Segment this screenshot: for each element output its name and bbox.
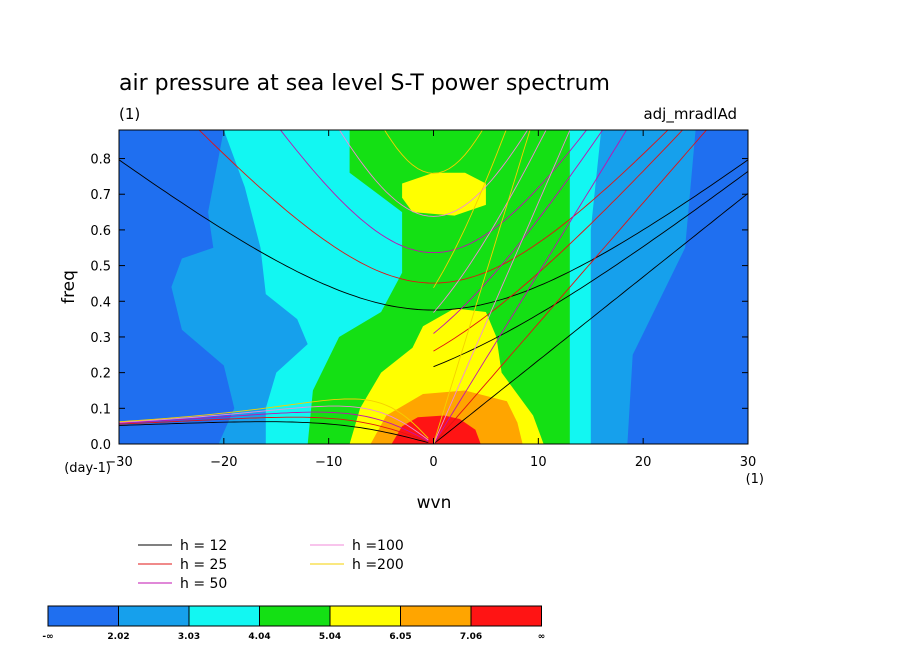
legend-label-h100: h =100 [352,538,404,554]
colorbar-swatch-6 [470,605,542,627]
x-tick-label: 30 [740,455,757,470]
dispersion-curve-h25-kelvin [433,130,708,444]
run-label: adj_mradlAd [643,105,737,124]
dispersion-curve-h100-ig1 [338,130,529,217]
y-tick-label: 0.2 [90,367,111,382]
dispersion-curve-h200-rossby1 [119,398,429,439]
legend-label-h50: h = 50 [180,576,227,592]
units-label: (1) [119,105,140,123]
colorbar-swatch-1 [118,605,190,627]
colorbar-label: 7.06 [460,632,482,642]
x-tick-label: −10 [315,455,342,470]
y-tick-label: 0.4 [90,295,111,310]
x-tick-label: 0 [429,455,437,470]
y-tick-label: 0.8 [90,153,111,168]
dispersion-curve-h25-ig1 [198,130,669,284]
x-tick-label: −30 [105,455,132,470]
y-unit-label: (day-1) [64,461,111,476]
colorbar-label: -∞ [42,632,53,642]
colorbar-label: 6.05 [389,632,411,642]
dispersion-curve-h25-mrg [433,130,684,352]
colorbar-label: 4.04 [248,632,270,642]
dispersion-curve-h200-mrg [433,130,507,289]
colorbar-swatch-5 [400,605,472,627]
legend-label-h200: h =200 [352,557,404,573]
x-tick-label: 10 [530,455,547,470]
dispersion-curve-h200-kelvin [433,130,531,444]
chart-title: air pressure at sea level S-T power spec… [119,71,610,96]
colorbar-swatch-0 [47,605,119,627]
dispersion-curve-h100-rossby1 [119,405,429,441]
x-axis-label: wvn [417,493,452,513]
dispersion-curve-h25-rossby1 [119,416,429,443]
dispersion-curve-h12-ig1 [119,159,748,311]
dispersion-curve-h100-kelvin [433,130,571,444]
dispersion-curve-h12-kelvin [433,192,748,444]
x-tick-label: −20 [210,455,237,470]
y-tick-label: 0.7 [90,188,111,203]
colorbar-swatch-2 [188,605,260,627]
y-tick-label: 0.3 [90,331,111,346]
dispersion-curve-h12-mrg [433,171,748,368]
y-axis-label: freq [59,270,79,304]
dispersion-curve-h50-kelvin [433,130,628,444]
y-tick-label: 0.6 [90,224,111,239]
colorbar-swatch-4 [329,605,401,627]
colorbar-label: 2.02 [107,632,129,642]
legend-label-h12: h = 12 [180,538,227,554]
x-tick-label: 20 [635,455,652,470]
legend-label-h25: h = 25 [180,557,227,573]
plot-area [119,130,748,444]
dispersion-curve-h12-rossby1 [119,421,429,444]
colorbar-label: ∞ [538,632,546,642]
colorbar-swatch-3 [259,605,331,627]
y-tick-label: 0.0 [90,438,111,453]
x-unit-label: (1) [746,472,764,487]
y-tick-label: 0.1 [90,402,111,417]
dispersion-curve-h50-mrg [433,130,604,334]
dispersion-curve-h200-ig1 [384,130,483,174]
colorbar-label: 3.03 [178,632,200,642]
y-tick-label: 0.5 [90,260,111,275]
dispersion-curve-h50-ig1 [279,130,588,254]
colorbar-label: 5.04 [319,632,341,642]
dispersion-curve-h100-mrg [433,130,547,313]
dispersion-curve-h50-rossby1 [119,411,429,442]
